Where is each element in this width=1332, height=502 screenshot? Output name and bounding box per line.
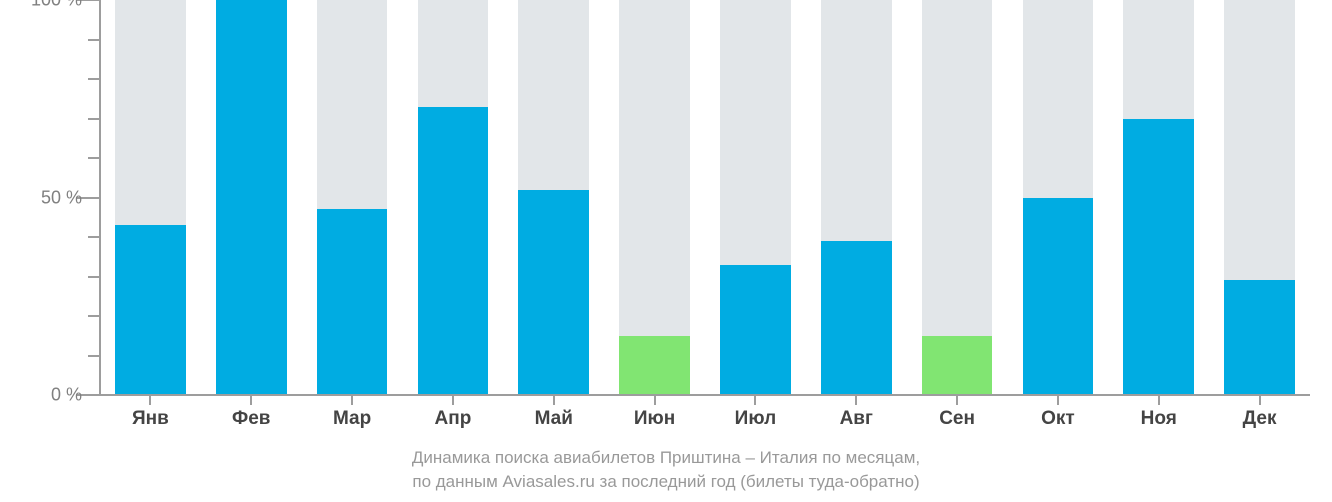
y-minor-tick bbox=[88, 236, 100, 238]
bar bbox=[518, 0, 589, 395]
plot-area bbox=[100, 0, 1310, 395]
y-minor-tick bbox=[88, 78, 100, 80]
x-tick bbox=[149, 395, 151, 405]
y-minor-tick bbox=[88, 118, 100, 120]
bar-value bbox=[1123, 119, 1194, 396]
x-tick-label: Ноя bbox=[1141, 408, 1177, 430]
y-tick-label: 0 % bbox=[12, 385, 82, 406]
chart-caption-line1: Динамика поиска авиабилетов Приштина – И… bbox=[0, 448, 1332, 468]
x-tick-label: Окт bbox=[1041, 408, 1075, 430]
bar-value bbox=[1023, 198, 1094, 396]
bar-value bbox=[317, 209, 388, 395]
bar-value bbox=[922, 336, 993, 395]
y-tick-label: 100 % bbox=[12, 0, 82, 11]
bar bbox=[317, 0, 388, 395]
search-dynamics-chart: 0 % 50 % 100 % Янв Фев Мар Апр Май Июн Июл Авг Сен… bbox=[0, 0, 1332, 502]
x-tick bbox=[1158, 395, 1160, 405]
y-minor-tick bbox=[88, 39, 100, 41]
bar bbox=[115, 0, 186, 395]
x-tick bbox=[553, 395, 555, 405]
y-minor-tick bbox=[88, 157, 100, 159]
x-tick-label: Авг bbox=[840, 408, 873, 430]
bar bbox=[619, 0, 690, 395]
bar-value bbox=[720, 265, 791, 395]
bar-value bbox=[115, 225, 186, 395]
x-tick-label: Июл bbox=[735, 408, 776, 430]
x-tick bbox=[654, 395, 656, 405]
x-tick bbox=[351, 395, 353, 405]
bar bbox=[821, 0, 892, 395]
bar-value bbox=[821, 241, 892, 395]
x-tick bbox=[956, 395, 958, 405]
x-tick bbox=[452, 395, 454, 405]
x-tick bbox=[1057, 395, 1059, 405]
y-minor-tick bbox=[88, 315, 100, 317]
bar-value bbox=[518, 190, 589, 395]
x-tick-label: Дек bbox=[1243, 408, 1277, 430]
bar bbox=[418, 0, 489, 395]
chart-caption-line2: по данным Aviasales.ru за последний год … bbox=[0, 472, 1332, 492]
x-tick-label: Мар bbox=[333, 408, 371, 430]
x-tick-label: Сен bbox=[939, 408, 975, 430]
x-tick-label: Май bbox=[535, 408, 573, 430]
x-tick-label: Фев bbox=[232, 408, 270, 430]
bar-value bbox=[418, 107, 489, 395]
x-axis-line bbox=[99, 394, 1310, 396]
bar-value bbox=[619, 336, 690, 395]
x-tick-label: Июн bbox=[634, 408, 675, 430]
x-tick bbox=[250, 395, 252, 405]
bar bbox=[1224, 0, 1295, 395]
y-minor-tick bbox=[88, 276, 100, 278]
y-tick-label: 50 % bbox=[12, 187, 82, 208]
x-tick bbox=[754, 395, 756, 405]
bar bbox=[1123, 0, 1194, 395]
bar-value bbox=[1224, 280, 1295, 395]
bar-value bbox=[216, 0, 287, 395]
bar bbox=[1023, 0, 1094, 395]
x-tick-label: Апр bbox=[435, 408, 472, 430]
bar bbox=[720, 0, 791, 395]
bar bbox=[922, 0, 993, 395]
x-tick bbox=[855, 395, 857, 405]
bar bbox=[216, 0, 287, 395]
x-tick-label: Янв bbox=[132, 408, 169, 430]
x-tick bbox=[1259, 395, 1261, 405]
y-minor-tick bbox=[88, 355, 100, 357]
